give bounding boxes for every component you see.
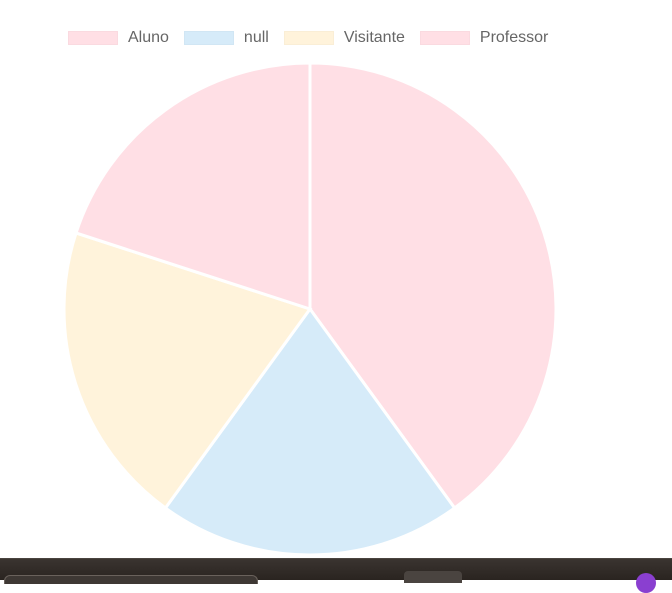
pie-slice-professor[interactable] bbox=[74, 61, 312, 312]
legend-swatch-visitante bbox=[283, 31, 334, 45]
pie-slice-visitante[interactable] bbox=[62, 231, 313, 511]
taskbar-search-box[interactable] bbox=[4, 575, 258, 584]
pie-slice-null[interactable] bbox=[163, 306, 457, 557]
legend-swatch-aluno bbox=[68, 31, 118, 45]
legend-item-null[interactable]: null bbox=[183, 29, 269, 47]
legend-label-professor: Professor bbox=[479, 29, 549, 46]
taskbar bbox=[0, 558, 672, 593]
legend-label-visitante: Visitante bbox=[343, 29, 405, 46]
legend-item-visitante[interactable]: Visitante bbox=[283, 29, 405, 47]
legend-swatch-professor bbox=[419, 31, 470, 45]
pie-chart bbox=[62, 61, 558, 557]
legend-label-aluno: Aluno bbox=[128, 29, 169, 46]
legend-item-professor[interactable]: Professor bbox=[419, 29, 549, 47]
app-icon[interactable] bbox=[636, 573, 656, 593]
legend-swatch-null bbox=[183, 31, 234, 45]
legend-item-aluno[interactable]: Aluno bbox=[68, 29, 169, 47]
chart-area: Aluno null Visitante Professor bbox=[62, 29, 563, 557]
taskbar-button[interactable] bbox=[404, 571, 462, 583]
pie-slice-aluno[interactable] bbox=[308, 61, 558, 511]
chart-legend: Aluno null Visitante Professor bbox=[68, 29, 563, 47]
legend-label-null: null bbox=[243, 29, 269, 46]
